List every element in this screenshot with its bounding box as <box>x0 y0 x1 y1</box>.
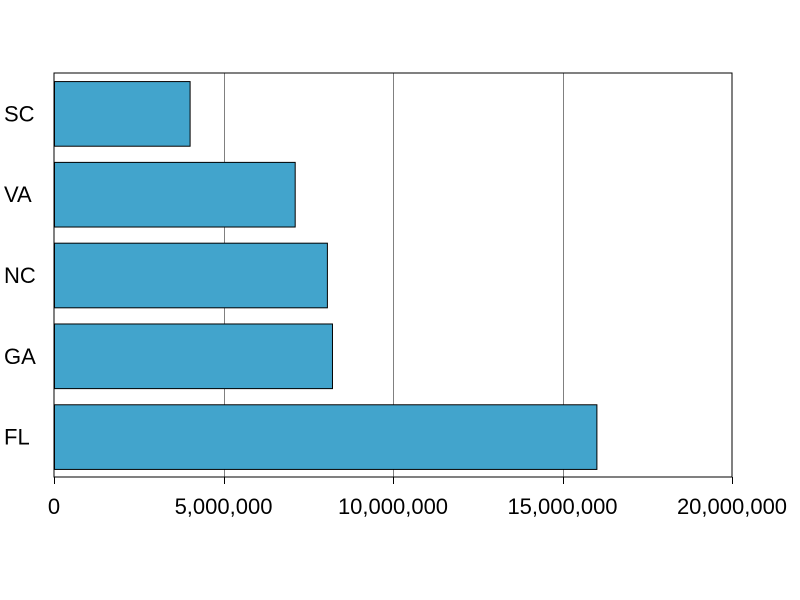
x-tick-label: 10,000,000 <box>338 494 448 519</box>
y-axis-category-labels: SC VA NC GA FL <box>4 101 36 449</box>
bars <box>54 81 598 470</box>
bar-va <box>54 161 296 228</box>
category-label-nc: NC <box>4 263 36 288</box>
x-tick-label: 15,000,000 <box>507 494 617 519</box>
bar-fl <box>54 404 598 470</box>
x-axis-tick-labels: 0 5,000,000 10,000,000 15,000,000 20,000,000 <box>48 494 787 519</box>
category-label-ga: GA <box>4 344 36 369</box>
category-label-sc: SC <box>4 101 35 126</box>
x-tick-label: 5,000,000 <box>175 494 273 519</box>
category-label-va: VA <box>4 182 32 207</box>
bar-ga <box>54 323 333 390</box>
bar-nc <box>54 242 328 309</box>
x-axis-ticks <box>54 477 733 484</box>
x-tick-label: 0 <box>48 494 60 519</box>
x-tick-label: 20,000,000 <box>677 494 787 519</box>
bar-sc <box>54 81 191 147</box>
category-label-fl: FL <box>4 425 30 450</box>
